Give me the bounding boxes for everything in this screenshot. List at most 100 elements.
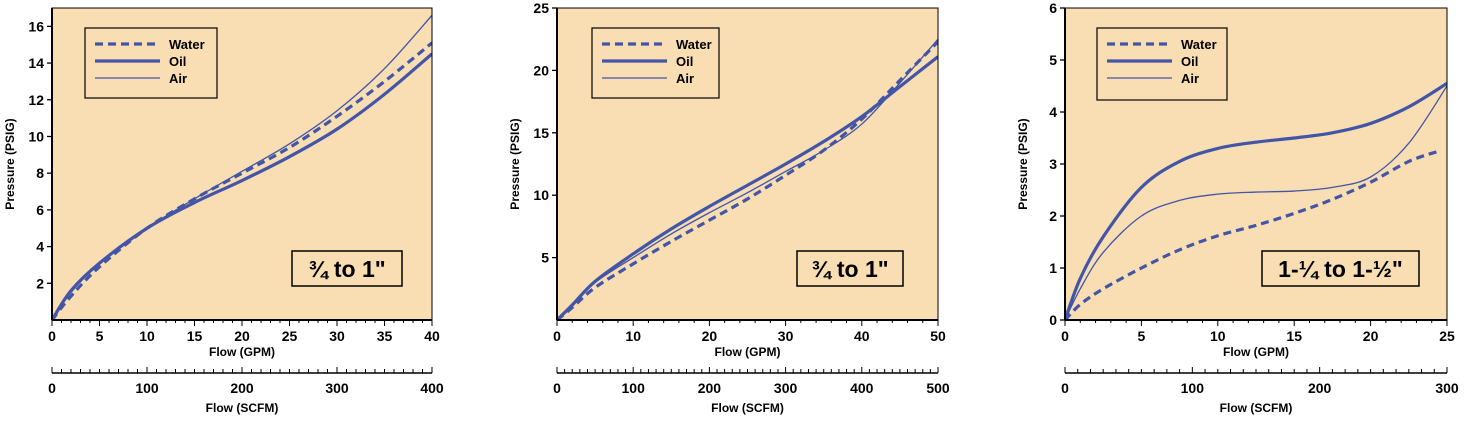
y-tick-label: 25 <box>533 0 549 16</box>
x-tick-label: 30 <box>778 328 794 344</box>
x-tick-label: 30 <box>329 328 345 344</box>
series-group <box>557 38 938 320</box>
legend-label-water: Water <box>676 37 712 52</box>
x2-tick-label: 400 <box>850 380 874 396</box>
x2-tick-label: 200 <box>698 380 722 396</box>
x2-tick-label: 200 <box>1308 380 1332 396</box>
y-tick-label: 14 <box>28 55 44 71</box>
y-tick-label: 10 <box>28 128 44 144</box>
x-tick-label: 40 <box>424 328 440 344</box>
size-label: 1-¼ to 1-½" <box>1278 256 1403 282</box>
x-tick-label: 10 <box>139 328 155 344</box>
legend-label-oil: Oil <box>169 54 186 69</box>
x2-tick-label: 0 <box>553 380 561 396</box>
y-tick-label: 5 <box>1049 52 1057 68</box>
series-line-oil <box>1065 82 1447 320</box>
y-tick-label: 4 <box>1049 104 1057 120</box>
x2-axis-title: Flow (SCFM) <box>206 401 279 415</box>
x-tick-label: 20 <box>1363 328 1379 344</box>
legend-label-water: Water <box>169 37 205 52</box>
y-axis-title: Pressure (PSIG) <box>1016 118 1030 209</box>
size-label-box <box>796 250 904 287</box>
x2-axis-title: Flow (SCFM) <box>711 401 784 415</box>
x2-tick-label: 300 <box>1435 380 1459 396</box>
chart-panel-1: 2 4 6 8 10 12 14 16 0 5 10 15 20 25 30 35 40 Flow (GPM) Pr… <box>3 7 444 415</box>
x-tick-label: 50 <box>930 328 946 344</box>
y-tick-label: 15 <box>533 125 549 141</box>
x2-tick-label: 100 <box>1181 380 1205 396</box>
x2-tick-label: 0 <box>1061 380 1069 396</box>
x-tick-label: 5 <box>1138 328 1146 344</box>
legend-box <box>591 27 720 99</box>
x2-tick-label: 200 <box>230 380 254 396</box>
y-tick-label: 20 <box>533 62 549 78</box>
y-tick-label: 0 <box>1049 312 1057 328</box>
y-tick-label: 4 <box>36 239 44 255</box>
y-tick-label: 1 <box>1049 260 1057 276</box>
x2-tick-label: 300 <box>325 380 349 396</box>
x-tick-label: 25 <box>282 328 298 344</box>
x-tick-label: 0 <box>48 328 56 344</box>
x2-axis-title: Flow (SCFM) <box>1220 401 1293 415</box>
legend-label-oil: Oil <box>1181 54 1198 69</box>
x-tick-label: 25 <box>1439 328 1455 344</box>
y-tick-label: 8 <box>36 165 44 181</box>
legend: Water Oil Air <box>591 27 720 99</box>
x-tick-label: 0 <box>1061 328 1069 344</box>
x-tick-label: 20 <box>702 328 718 344</box>
x-tick-label: 20 <box>234 328 250 344</box>
x2-tick-label: 400 <box>420 380 444 396</box>
legend: Water Oil Air <box>84 27 218 99</box>
series-line-water <box>52 41 432 320</box>
x2-tick-label: 300 <box>774 380 798 396</box>
legend-label-air: Air <box>169 71 187 86</box>
size-label-box <box>291 250 403 287</box>
y-tick-label: 16 <box>28 18 44 34</box>
chart-panel-2: 5 10 15 20 25 0 10 20 30 40 50 Flow (GPM) Pressure (… <box>508 0 950 415</box>
size-label-box <box>1261 250 1420 287</box>
size-label: ¾ to 1" <box>308 256 385 282</box>
y-tick-label: 6 <box>36 202 44 218</box>
legend-label-oil: Oil <box>676 54 693 69</box>
legend-label-water: Water <box>1181 37 1217 52</box>
legend-box <box>84 27 218 99</box>
x-tick-label: 10 <box>1210 328 1226 344</box>
series-line-water <box>1065 149 1440 320</box>
series-line-oil <box>557 55 938 320</box>
series-line-air <box>1065 85 1447 320</box>
series-line-oil <box>52 52 432 320</box>
y-tick-label: 12 <box>28 92 44 108</box>
x2-tick-label: 500 <box>926 380 950 396</box>
x2-tick-label: 100 <box>135 380 159 396</box>
x-axis-title: Flow (GPM) <box>209 345 275 359</box>
x-tick-label: 0 <box>553 328 561 344</box>
x-tick-label: 10 <box>625 328 641 344</box>
series-group <box>1065 82 1447 320</box>
series-group <box>52 14 432 320</box>
size-label: ¾ to 1" <box>811 256 888 282</box>
x-tick-label: 5 <box>96 328 104 344</box>
y-tick-label: 6 <box>1049 0 1057 16</box>
y-axis-title: Pressure (PSIG) <box>3 118 17 209</box>
y-tick-label: 5 <box>541 250 549 266</box>
legend-label-air: Air <box>1181 71 1199 86</box>
y-tick-label: 10 <box>533 187 549 203</box>
y-tick-label: 3 <box>1049 156 1057 172</box>
chart-panel-3: 0 1 2 3 4 5 6 0 5 10 15 20 25 Flow (GPM) Pressure (PSI… <box>1016 0 1459 415</box>
x-tick-label: 15 <box>187 328 203 344</box>
x-tick-label: 35 <box>377 328 393 344</box>
x2-tick-label: 0 <box>48 380 56 396</box>
y-tick-label: 2 <box>36 275 44 291</box>
x-tick-label: 15 <box>1286 328 1302 344</box>
legend: Water Oil Air <box>1096 27 1228 101</box>
legend-box <box>1096 27 1228 101</box>
x2-tick-label: 100 <box>622 380 646 396</box>
x-tick-label: 40 <box>854 328 870 344</box>
x-axis-title: Flow (GPM) <box>715 345 781 359</box>
y-axis-title: Pressure (PSIG) <box>508 118 522 209</box>
x-axis-title: Flow (GPM) <box>1223 345 1289 359</box>
legend-label-air: Air <box>676 71 694 86</box>
y-tick-label: 2 <box>1049 208 1057 224</box>
